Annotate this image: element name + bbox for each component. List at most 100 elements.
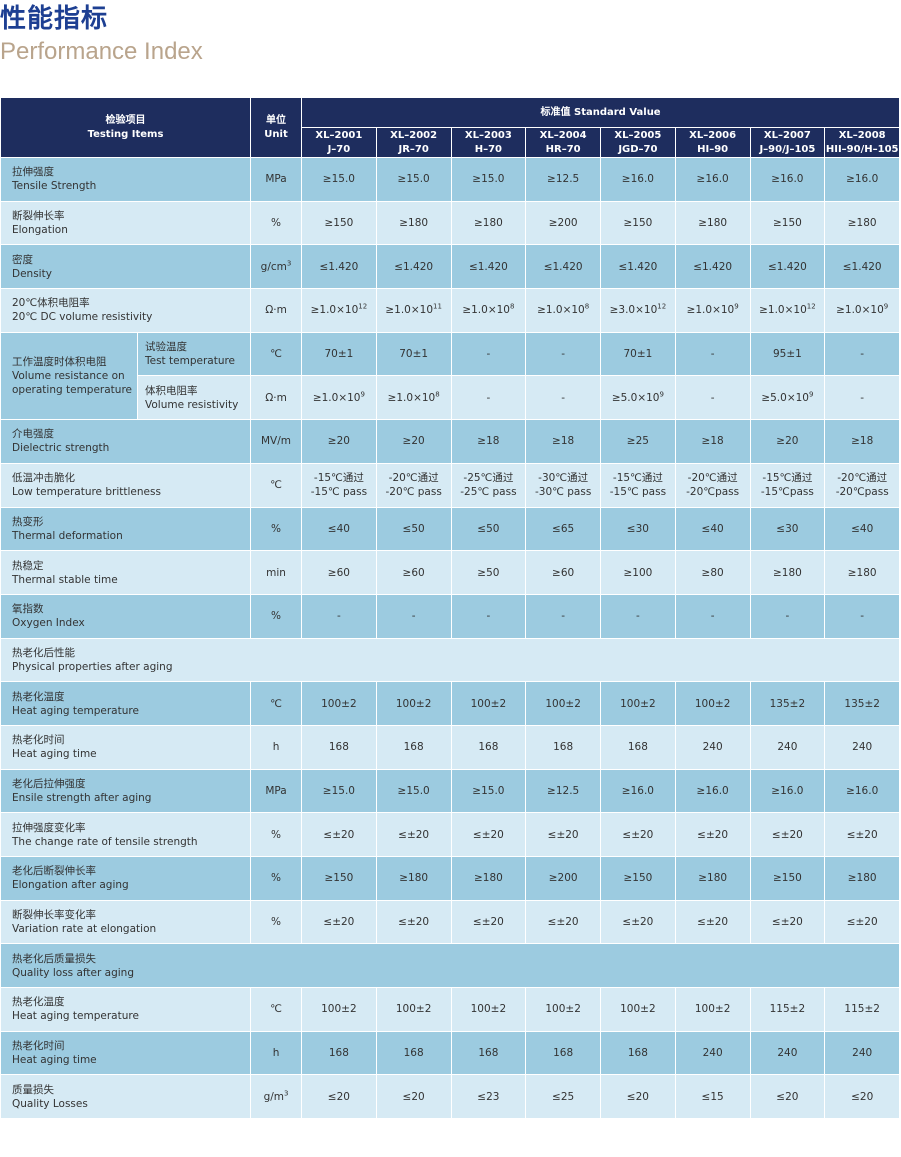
- value-text: ≥180: [847, 566, 877, 579]
- item-cell: 氧指数 Oxygen Index: [0, 593, 252, 639]
- value-line: -15℃通过: [762, 472, 813, 485]
- table-row: 密度 Density g/cm3 ≤1.420 ≤1.420 ≤1.420 ≤1.420 ≤1…: [0, 244, 901, 290]
- model-cn: XL–2005: [614, 129, 662, 141]
- table-row: 质量损失 Quality Losses g/m3 ≤20 ≤20 ≤23 ≤25 ≤20 ≤15…: [0, 1074, 901, 1120]
- item-en: Low temperature brittleness: [12, 486, 161, 499]
- value-cell: ≥12.5: [525, 768, 602, 814]
- item-cn: 热老化温度: [12, 996, 65, 1009]
- value-text: ≥20: [402, 435, 425, 448]
- table-row: 热稳定 Thermal stable time min ≥60 ≥60 ≥50 ≥60 ≥10…: [0, 550, 901, 595]
- value-text: ≥80: [701, 566, 724, 579]
- item-cn: 密度: [12, 253, 33, 266]
- value-text: -: [561, 391, 566, 404]
- value-cell: ≥150: [600, 200, 676, 246]
- value-text: ≤15: [701, 1090, 724, 1103]
- table-row: 老化后拉伸强度 Ensile strength after aging MPa ≥15…: [0, 768, 901, 814]
- value-text: ≤±20: [323, 916, 355, 929]
- value-cell: ≥12.5: [525, 157, 602, 202]
- item-cn: 氧指数: [12, 603, 44, 616]
- value-cell: ≥15.0: [375, 768, 452, 814]
- value-cell: ≥16.0: [749, 768, 826, 814]
- value-cell: 168: [450, 1030, 527, 1076]
- item-cell: 热老化后性能 Physical properties after aging: [0, 637, 901, 683]
- head-model: XL–2006 HI–90: [674, 127, 751, 158]
- value-line: -15℃pass: [760, 486, 814, 499]
- model-cn: XL–2002: [390, 129, 438, 141]
- value-line: -30℃ pass: [534, 486, 592, 499]
- value-cell: ≥200: [525, 200, 602, 246]
- value-text: 100±2: [694, 1003, 731, 1016]
- value-text: 168: [328, 1047, 349, 1060]
- value-text: %: [271, 610, 281, 623]
- value-cell: ≤40: [824, 506, 901, 552]
- value-cell: 100±2: [375, 681, 452, 726]
- value-cell: ≥16.0: [824, 157, 901, 202]
- value-text: 240: [777, 741, 798, 754]
- value-cell: 100±2: [450, 681, 527, 726]
- value-text: 168: [627, 1047, 648, 1060]
- value-text: ≥25: [626, 435, 649, 448]
- value-text: ≤20: [851, 1090, 874, 1103]
- table-row: 老化后断裂伸长率 Elongation after aging% ≥150 ≥180 ≥…: [0, 856, 901, 901]
- value-text: ≤1.420: [842, 260, 882, 273]
- item-en: Heat aging time: [12, 1054, 97, 1067]
- value-text: ℃: [270, 697, 282, 710]
- value-cell: 70±1: [375, 331, 452, 377]
- value-text: ≥150: [772, 872, 802, 885]
- value-cell: ≥180: [375, 200, 452, 246]
- value-cell: ≥150: [301, 856, 377, 901]
- value-text: ≤1.420: [767, 260, 807, 273]
- value-cell: ≥60: [301, 550, 377, 595]
- value-text: ≥1.0×10: [686, 304, 735, 317]
- value-text: -: [336, 610, 341, 623]
- value-text: ≤50: [477, 522, 500, 535]
- model-en: HI–90: [697, 143, 729, 155]
- table-row: 热老化时间 Heat aging time h 168 168 168 168 168 240 2…: [0, 724, 901, 770]
- unit-cell: %: [250, 200, 303, 246]
- value-cell: -: [525, 593, 602, 639]
- value-text: ≥16.0: [846, 784, 879, 797]
- model-en: HII–90/H–105: [825, 143, 899, 155]
- value-cell: ≤1.420: [450, 244, 527, 290]
- value-text: ≤±20: [622, 828, 654, 841]
- value-text: ≥15.0: [322, 173, 355, 186]
- item-cell: 低温冲击脆化 Low temperature brittleness: [0, 462, 252, 508]
- value-line: -15℃ pass: [609, 486, 667, 499]
- value-cell: ≤50: [450, 506, 527, 552]
- value-text: ≥150: [324, 872, 354, 885]
- value-text: ℃: [270, 1003, 282, 1016]
- value-text: -: [860, 391, 865, 404]
- value-text: ≥20: [776, 435, 799, 448]
- value-text: ≤25: [552, 1090, 575, 1103]
- item-cn: 热稳定: [12, 559, 44, 572]
- value-text: 240: [702, 1047, 723, 1060]
- value-line: -20℃通过: [687, 472, 738, 485]
- table-row: 拉伸强度变化率 The change rate of tensile streng…: [0, 812, 901, 857]
- value-text: 100±2: [620, 1003, 656, 1016]
- value-text: ℃: [270, 348, 282, 361]
- value-text: ≤20: [626, 1090, 649, 1103]
- value-text: ≥200: [548, 872, 578, 885]
- group-item: 工作温度时体积电阻 Volume resistance on operating …: [0, 331, 138, 421]
- value-text: ≥1.0×10: [759, 304, 807, 317]
- item-cell: 热老化时间 Heat aging time: [0, 724, 252, 770]
- value-sup: 8: [509, 302, 515, 311]
- value-cell: ≥15.0: [375, 157, 452, 202]
- value-cell: 168: [375, 724, 452, 770]
- model-cn: XL–2001: [315, 129, 363, 141]
- value-text: ≥150: [772, 217, 802, 230]
- table-row: 拉伸强度 Tensile Strength MPa ≥15.0 ≥15.0 ≥15.0 ≥1…: [0, 157, 901, 202]
- value-sup: 12: [358, 302, 368, 311]
- value-text: ≥18: [477, 435, 500, 448]
- value-cell: ≤1.420: [301, 244, 377, 290]
- section-en: Quality loss after aging: [12, 966, 134, 979]
- value-text: %: [271, 522, 281, 535]
- item-en: Ensile strength after aging: [12, 791, 152, 804]
- value-text: ≥60: [402, 566, 425, 579]
- model-cn: XL–2004: [539, 129, 587, 141]
- item-en: Variation rate at elongation: [12, 923, 157, 936]
- value-cell: ≤±20: [749, 899, 826, 945]
- value-cell: ≥1.0×108: [375, 375, 452, 421]
- value-cell: ≤1.420: [824, 244, 901, 290]
- item-cn: 老化后拉伸强度: [12, 777, 86, 790]
